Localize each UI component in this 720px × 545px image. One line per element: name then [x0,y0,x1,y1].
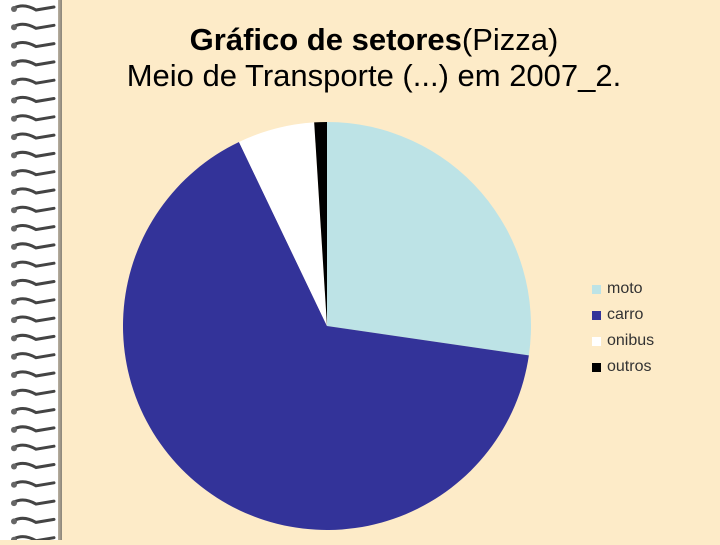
spiral-ring [11,443,56,452]
legend-swatch-outros [592,362,601,372]
legend-label-moto: moto [607,280,643,297]
pie-slice-onibus [238,122,327,327]
spiral-ring [11,4,56,12]
spiral-ring [11,278,56,287]
legend-label-carro: carro [607,306,644,323]
legend-swatch-moto [592,284,601,294]
pie-slice-outros [314,121,327,326]
pie-slice-moto [327,122,531,356]
spiral-ring [11,77,56,86]
spiral-ring [11,407,56,415]
notebook-spiral-binding [0,0,64,543]
spiral-ring [11,333,56,342]
spiral-ring [11,187,56,195]
legend-label-outros: outros [607,358,652,375]
spiral-ring [11,41,56,49]
legend-item-onibus: onibus [592,328,654,354]
spiral-ring [11,114,56,122]
spiral-ring [11,352,56,360]
spiral-ring [11,370,56,378]
spiral-ring [11,425,56,433]
legend: moto carro onibus outros [592,276,654,380]
pie-slice-carro [122,141,529,530]
spiral-ring [11,59,56,67]
spiral-ring [11,315,56,324]
title-line-2: Meio de Transporte (...) em 2007_2. [126,58,622,93]
legend-item-outros: outros [592,354,654,380]
title-bold-part: Gráfico de setores [189,22,462,57]
spiral-ring [11,516,56,525]
spiral-ring [11,224,56,232]
legend-item-carro: carro [592,302,654,328]
spiral-ring [11,461,56,470]
spiral-ring [11,498,56,507]
spiral-ring [11,150,56,159]
title-line-1: Gráfico de setores(Pizza) [64,22,684,58]
legend-swatch-carro [592,310,601,320]
spiral-ring [11,22,56,31]
legend-label-onibus: onibus [607,332,655,349]
spiral-ring [11,260,56,269]
legend-item-moto: moto [592,276,654,302]
spiral-ring [11,242,56,250]
spiral-ring [11,388,56,397]
title-rest-part: (Pizza) [461,22,559,57]
chart-title: Gráfico de setores(Pizza) Meio de Transp… [64,22,684,94]
spiral-ring [11,132,56,141]
spiral-rings [11,4,56,543]
spiral-ring [11,205,56,214]
spiral-ring [11,95,56,104]
spiral-ring [11,480,56,488]
spiral-ring [11,297,56,305]
spiral-ring [11,169,56,177]
legend-swatch-onibus [592,336,601,346]
